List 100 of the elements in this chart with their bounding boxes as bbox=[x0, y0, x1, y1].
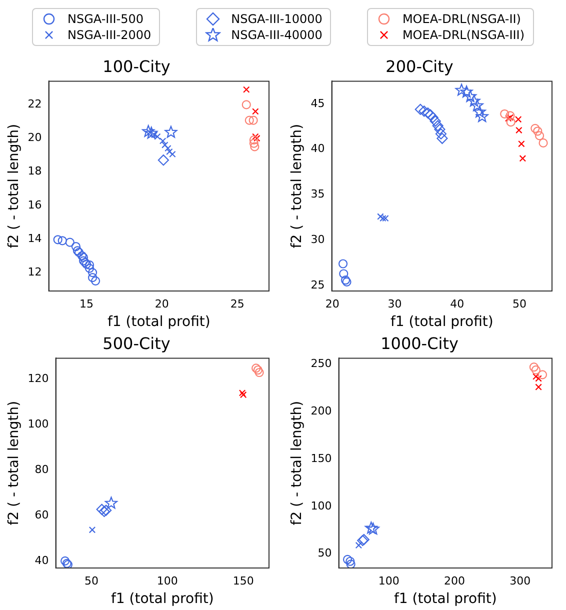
point bbox=[506, 111, 515, 120]
point bbox=[516, 126, 522, 134]
point bbox=[530, 124, 540, 133]
point bbox=[60, 556, 70, 566]
y-tick-label: 250 bbox=[310, 357, 332, 370]
point bbox=[436, 132, 448, 144]
point bbox=[96, 504, 108, 515]
point bbox=[338, 259, 348, 268]
x-tick-label: 50 bbox=[84, 574, 98, 588]
point bbox=[159, 138, 166, 144]
point bbox=[53, 235, 62, 244]
point bbox=[238, 390, 246, 396]
point bbox=[91, 276, 100, 286]
x-tick-label: 20 bbox=[154, 297, 169, 310]
point bbox=[518, 140, 525, 148]
point bbox=[506, 118, 516, 127]
point bbox=[529, 362, 538, 372]
point bbox=[164, 144, 172, 152]
point bbox=[142, 125, 155, 137]
y-tick-label: 80 bbox=[34, 463, 49, 476]
point bbox=[166, 148, 173, 156]
point bbox=[244, 116, 254, 125]
point bbox=[538, 370, 548, 380]
point bbox=[158, 154, 169, 166]
point bbox=[249, 135, 258, 144]
point bbox=[355, 542, 362, 549]
point bbox=[249, 138, 258, 148]
point bbox=[253, 365, 262, 375]
chart-title: 100-City bbox=[102, 56, 170, 76]
x-tick-label: 300 bbox=[510, 574, 531, 588]
point bbox=[435, 128, 447, 140]
y-tick-label: 150 bbox=[310, 452, 332, 465]
point bbox=[252, 108, 259, 115]
x-tick-label: 100 bbox=[156, 574, 178, 588]
point bbox=[519, 155, 526, 162]
y-tick-label: 20 bbox=[28, 131, 42, 144]
point bbox=[252, 133, 259, 140]
y-tick-label: 40 bbox=[310, 142, 325, 156]
y-tick-label: 200 bbox=[310, 404, 332, 418]
point bbox=[534, 131, 544, 140]
point bbox=[346, 560, 356, 568]
chart-title: 500-City bbox=[102, 334, 170, 353]
y-tick-label: 35 bbox=[310, 188, 325, 201]
x-tick-label: 200 bbox=[444, 574, 466, 588]
point bbox=[460, 86, 473, 98]
point bbox=[154, 133, 161, 140]
y-axis-title: f2 ( - total length) bbox=[6, 124, 22, 248]
point bbox=[432, 120, 444, 132]
point bbox=[382, 214, 389, 222]
x-axis-title: f1 (total profit) bbox=[110, 591, 214, 608]
legend-label: NSGA-III-500 bbox=[67, 12, 144, 26]
point bbox=[145, 126, 158, 139]
point bbox=[346, 556, 355, 566]
point bbox=[422, 107, 434, 119]
point bbox=[455, 84, 468, 96]
y-tick-label: 30 bbox=[310, 233, 325, 246]
point bbox=[240, 391, 247, 398]
x-tick-label: 100 bbox=[378, 574, 400, 588]
x-tick-label: 40 bbox=[450, 297, 464, 310]
y-tick-label: 100 bbox=[310, 499, 332, 512]
y-tick-label: 100 bbox=[28, 418, 49, 431]
point bbox=[538, 138, 548, 148]
point bbox=[342, 554, 352, 564]
point bbox=[500, 109, 510, 118]
point bbox=[71, 242, 80, 252]
point bbox=[532, 373, 540, 380]
legend-label: NSGA-III-10000 bbox=[231, 12, 322, 26]
point bbox=[418, 106, 430, 117]
x-axis-title: f1 (total profit) bbox=[107, 314, 210, 330]
legend-label: MOEA-DRL(NSGA-II) bbox=[402, 12, 521, 26]
y-axis-title: f2 ( - total length) bbox=[289, 400, 306, 526]
point bbox=[430, 116, 441, 127]
y-tick-label: 40 bbox=[34, 554, 49, 567]
point bbox=[514, 116, 522, 123]
point bbox=[377, 213, 384, 220]
point bbox=[254, 368, 264, 378]
legend-label: NSGA-III-2000 bbox=[67, 28, 152, 42]
point bbox=[468, 94, 480, 107]
point bbox=[58, 236, 67, 246]
y-tick-label: 14 bbox=[28, 232, 42, 245]
y-tick-label: 60 bbox=[34, 508, 49, 522]
y-axis-title: f2 ( - total length) bbox=[289, 124, 306, 248]
point bbox=[533, 126, 542, 136]
point bbox=[470, 99, 484, 112]
y-tick-label: 22 bbox=[28, 98, 42, 111]
y-axis-title: f2 ( - total length) bbox=[6, 400, 22, 526]
x-tick-label: 25 bbox=[230, 297, 244, 310]
point bbox=[254, 134, 260, 142]
point bbox=[84, 264, 94, 273]
y-tick-label: 45 bbox=[310, 96, 325, 110]
point bbox=[78, 256, 88, 266]
point bbox=[476, 110, 488, 122]
point bbox=[162, 142, 168, 148]
point bbox=[414, 104, 426, 115]
point bbox=[250, 142, 260, 152]
x-tick-label: 15 bbox=[80, 297, 94, 310]
point bbox=[88, 268, 98, 278]
x-tick-label: 150 bbox=[232, 574, 254, 588]
point bbox=[464, 90, 477, 102]
point bbox=[380, 214, 386, 222]
